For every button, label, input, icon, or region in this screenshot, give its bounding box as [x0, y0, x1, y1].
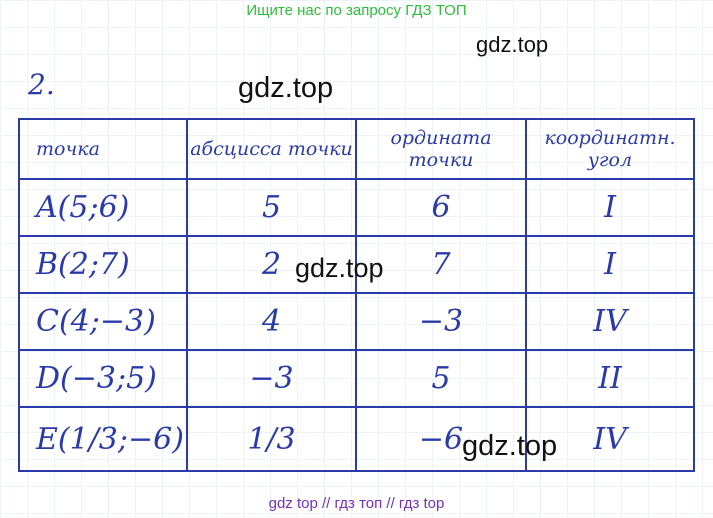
watermark: gdz.top — [462, 430, 558, 462]
cell: 1/3 — [186, 406, 357, 472]
watermark: gdz.top — [295, 253, 384, 283]
cell: 4 — [186, 292, 357, 351]
header-cell: ордината точки — [355, 118, 527, 180]
cell: B(2;7) — [18, 235, 188, 294]
footer: gdz top // гдз топ // гдз top — [268, 495, 445, 512]
cell: I — [525, 178, 695, 237]
table-row: C(4;−3) 4 −3 IV — [18, 292, 695, 351]
cell: I — [525, 235, 695, 294]
cell: 2 — [186, 235, 357, 294]
cell: A(5;6) — [18, 178, 188, 237]
cell: −6 — [355, 406, 527, 472]
watermark: gdz.top — [238, 72, 334, 104]
cell: C(4;−3) — [18, 292, 188, 351]
cell: E(1/3;−6) — [18, 406, 188, 472]
header-banner: Ищите нас по запросу ГДЗ ТОП — [246, 2, 467, 19]
table-row: D(−3;5) −3 5 II — [18, 349, 695, 408]
table-row: B(2;7) 2 7 I — [18, 235, 695, 294]
cell: IV — [525, 406, 695, 472]
cell: −3 — [186, 349, 357, 408]
table-row: E(1/3;−6) 1/3 −6 IV — [18, 406, 695, 472]
cell: 5 — [355, 349, 527, 408]
header-cell: абсцисса точки — [186, 118, 357, 180]
cell: D(−3;5) — [18, 349, 188, 408]
coordinates-table: точка абсцисса точки ордината точки коор… — [18, 118, 695, 472]
cell: 7 — [355, 235, 527, 294]
table-header-row: точка абсцисса точки ордината точки коор… — [18, 118, 695, 180]
cell: 6 — [355, 178, 527, 237]
cell: II — [525, 349, 695, 408]
exercise-number: 2. — [28, 68, 55, 101]
cell: −3 — [355, 292, 527, 351]
header-cell: точка — [18, 118, 188, 180]
cell: 5 — [186, 178, 357, 237]
header-cell: координатн. угол — [525, 118, 695, 180]
table-row: A(5;6) 5 6 I — [18, 178, 695, 237]
cell: IV — [525, 292, 695, 351]
watermark: gdz.top — [476, 32, 549, 57]
